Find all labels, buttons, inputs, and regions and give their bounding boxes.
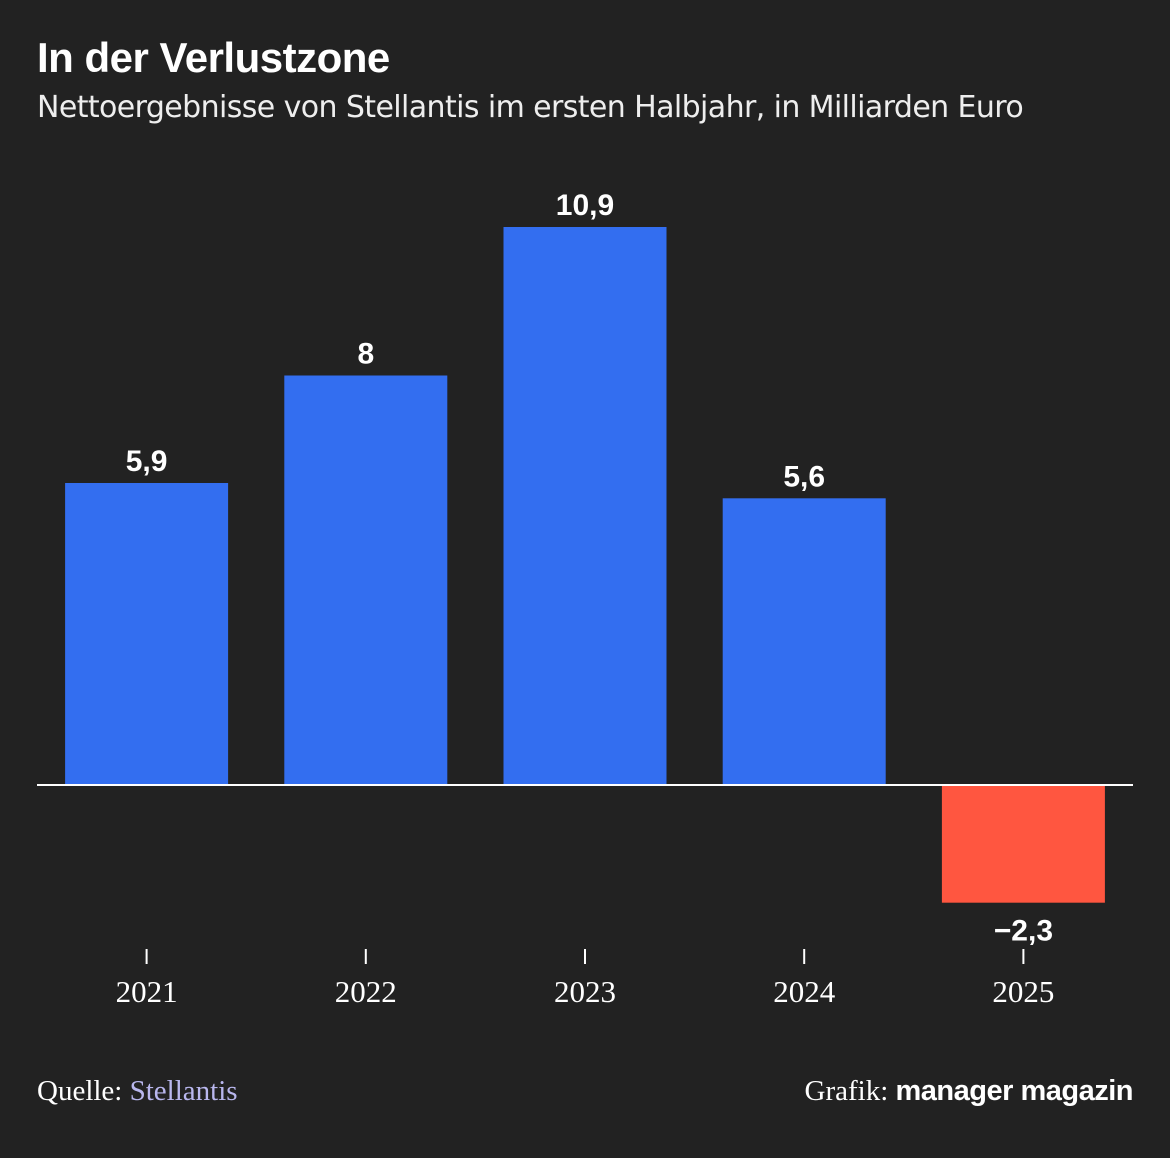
value-label-2025: −2,3 (994, 915, 1053, 948)
value-label-2022: 8 (357, 338, 374, 371)
value-label-2021: 5,9 (126, 445, 168, 478)
source-name: Stellantis (129, 1075, 238, 1107)
x-tick-label-2025: 2025 (992, 974, 1054, 1009)
bar-2023 (503, 227, 667, 785)
credit-note: Grafik: manager magazin (804, 1075, 1134, 1108)
credit-brand: manager magazin (895, 1075, 1134, 1107)
bar-2025 (941, 785, 1105, 903)
x-tick-label-2023: 2023 (554, 974, 616, 1009)
x-tick-label-2022: 2022 (335, 974, 397, 1009)
bar-2022 (284, 375, 448, 785)
x-tick-label-2021: 2021 (116, 974, 178, 1009)
bar-2024 (722, 498, 886, 785)
bar-chart: 5,9 2021 8 2022 10,9 2023 5,6 2024 −2,3 2025 (37, 189, 1133, 1009)
source-note: Quelle: Stellantis (37, 1075, 238, 1108)
chart-subtitle: Nettoergebnisse von Stellantis im ersten… (37, 90, 1024, 125)
credit-prefix: Grafik: (804, 1075, 889, 1107)
value-label-2024: 5,6 (783, 460, 825, 493)
source-prefix: Quelle: (37, 1075, 123, 1107)
value-label-2023: 10,9 (556, 189, 614, 222)
chart-title: In der Verlustzone (37, 34, 390, 81)
x-tick-label-2024: 2024 (773, 974, 836, 1009)
bar-2021 (65, 483, 229, 785)
